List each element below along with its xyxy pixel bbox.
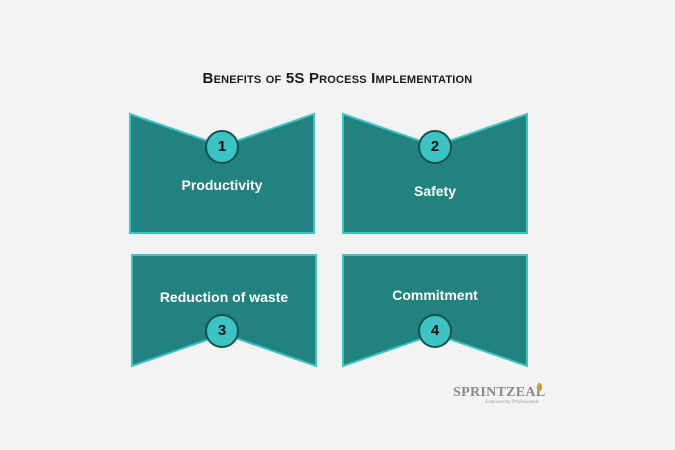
benefit-card-1: 1 Productivity xyxy=(129,112,315,234)
benefit-card-2: 2 Safety xyxy=(342,112,528,234)
card-shape-notch-bottom xyxy=(342,254,528,368)
logo-tagline: Empowering Professionals xyxy=(485,400,539,405)
logo-spark-icon xyxy=(537,383,542,391)
benefit-card-3: Reduction of waste 3 xyxy=(131,254,317,368)
card-label: Safety xyxy=(413,183,457,199)
page-title: Benefits of 5S Process Implementation xyxy=(202,70,473,87)
logo-wordmark: SPRINTZEAL xyxy=(453,385,546,400)
card-shape-notch-bottom xyxy=(131,254,317,368)
card-label: Commitment xyxy=(392,287,478,303)
brand-logo: SPRINTZEAL Empowering Professionals xyxy=(453,383,546,405)
card-label: Productivity xyxy=(181,177,263,193)
card-number-badge: 1 xyxy=(205,130,239,164)
card-number-badge: 2 xyxy=(418,130,452,164)
card-number-badge: 3 xyxy=(205,314,239,348)
card-label: Reduction of waste xyxy=(159,289,289,305)
card-number-badge: 4 xyxy=(418,314,452,348)
benefit-card-4: Commitment 4 xyxy=(342,254,528,368)
